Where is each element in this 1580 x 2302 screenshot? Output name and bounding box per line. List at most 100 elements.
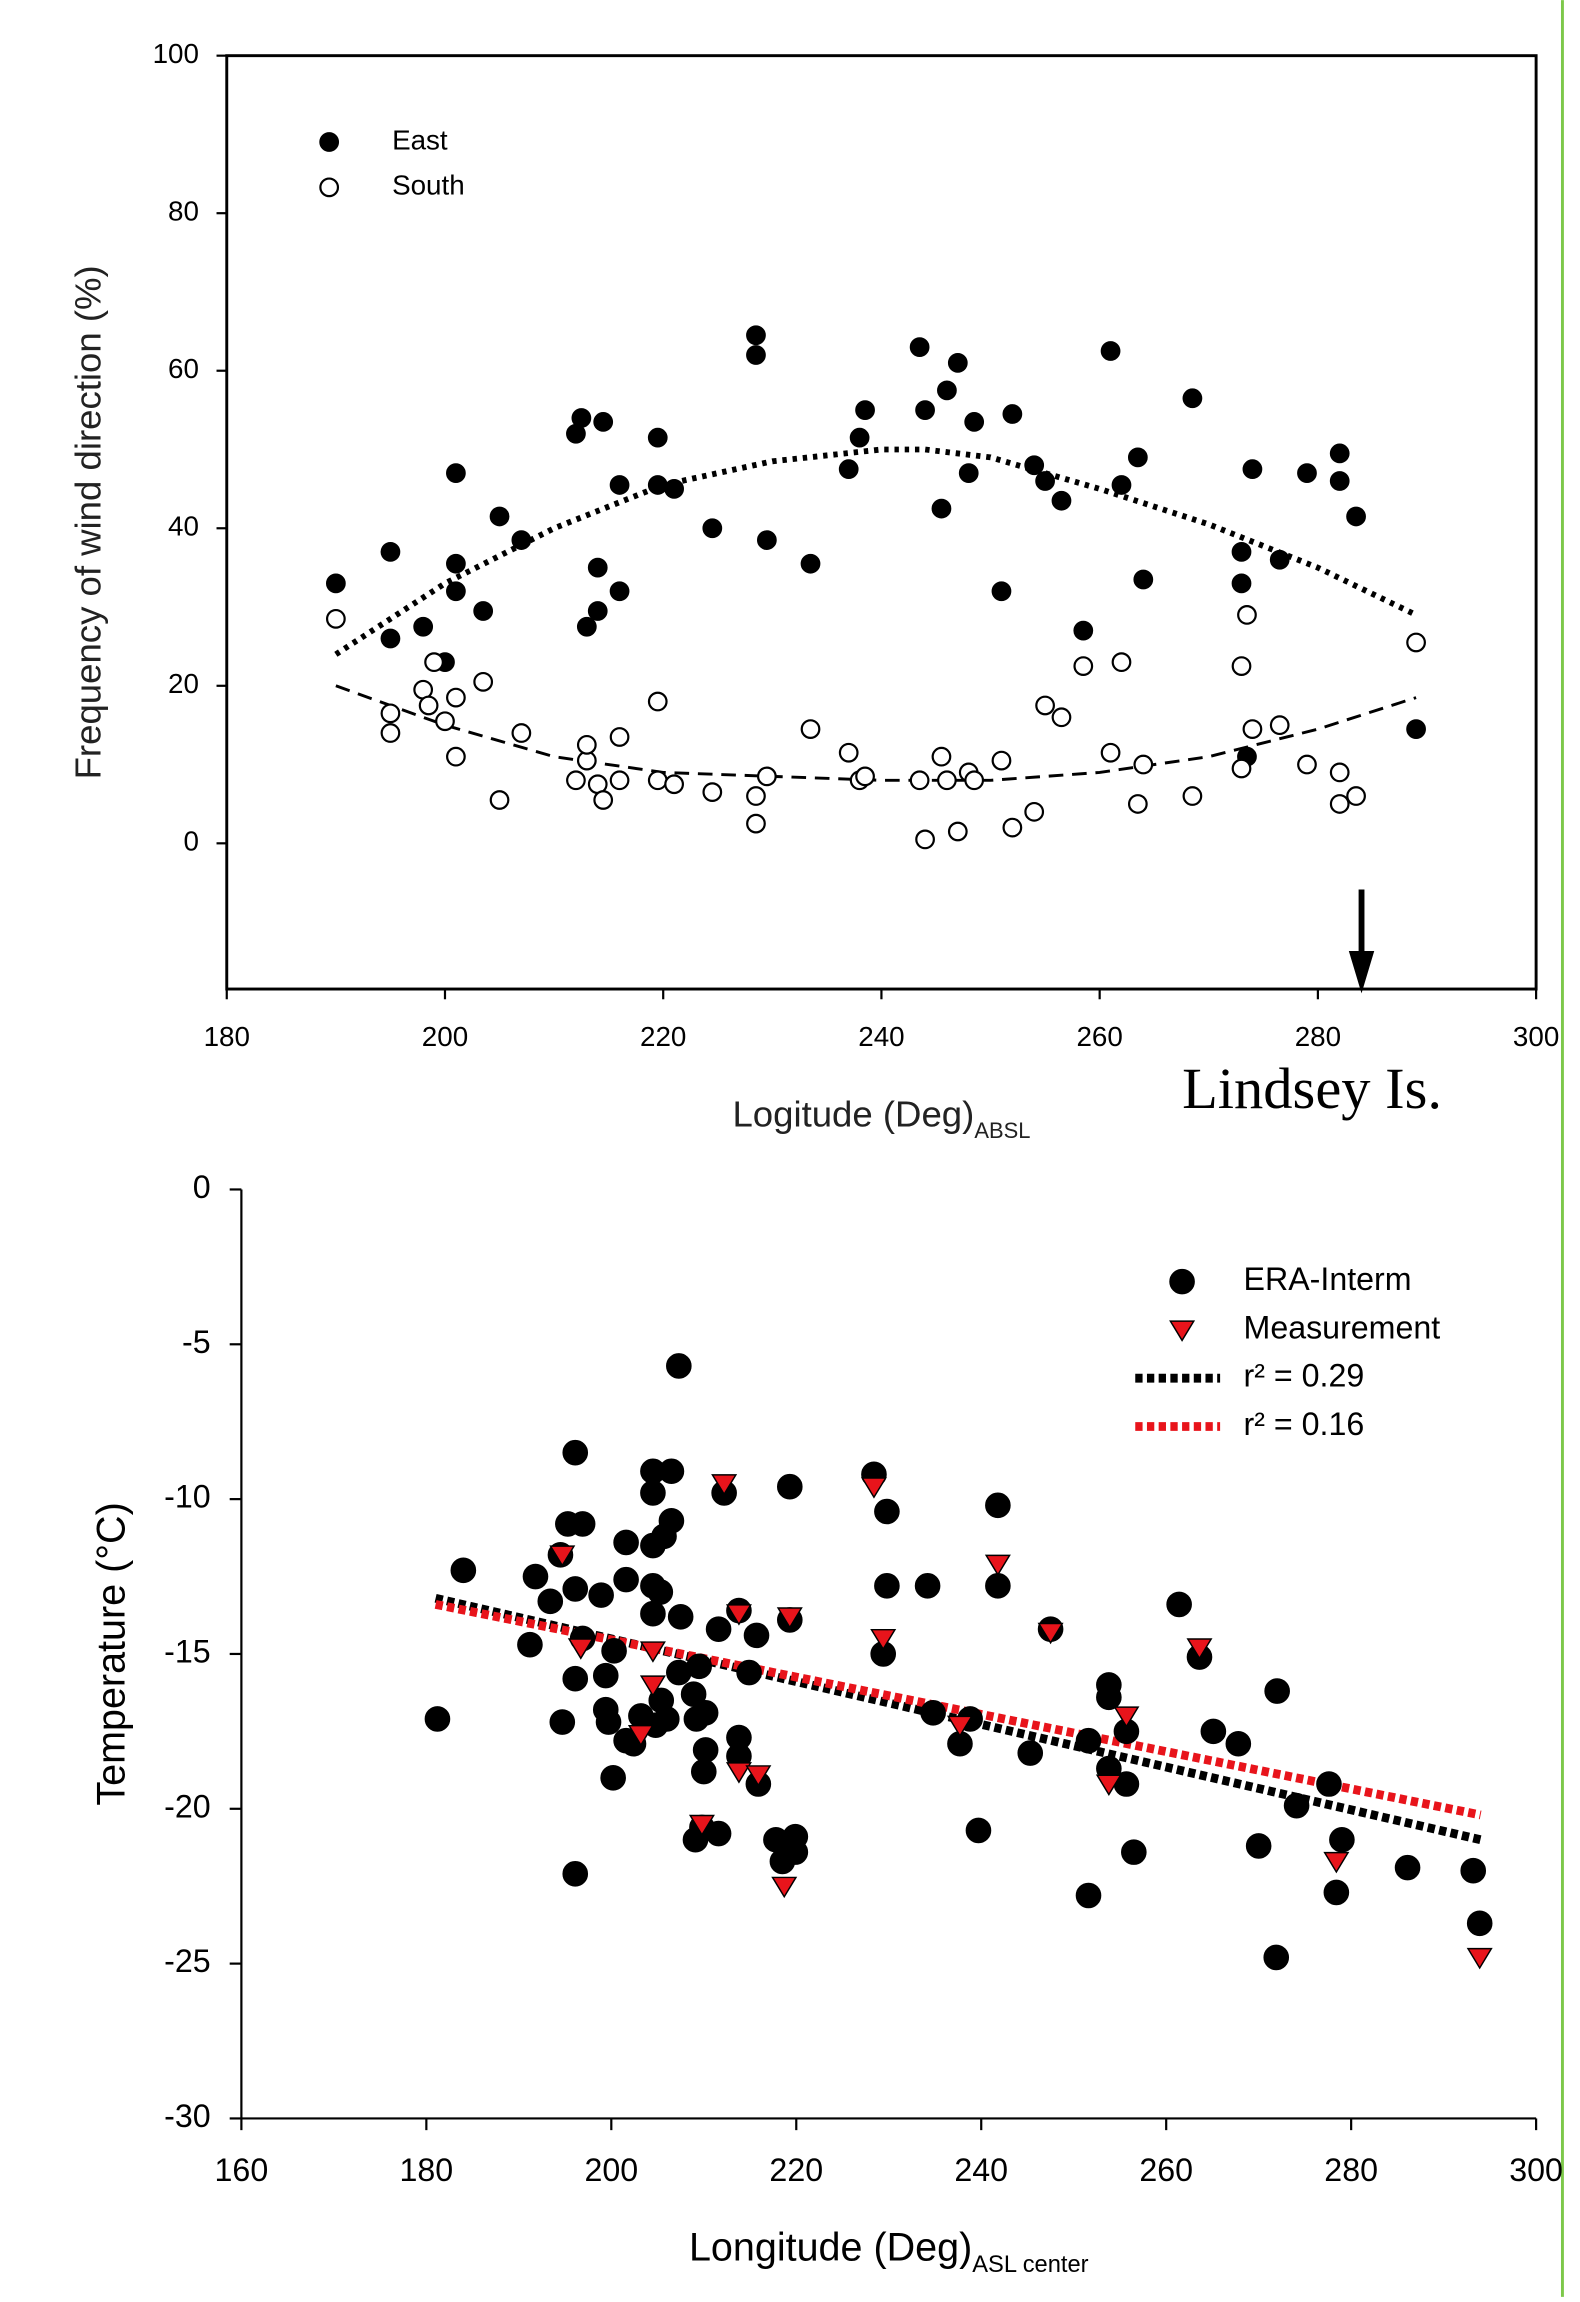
marker-circle (1024, 801, 1045, 822)
marker-circle (658, 1507, 685, 1534)
marker-circle (566, 770, 586, 791)
marker-triangle (567, 1638, 594, 1660)
marker-circle (380, 628, 401, 649)
y-tick-label: 20 (168, 668, 199, 699)
marker-circle (601, 1638, 627, 1664)
marker-circle (595, 1709, 622, 1735)
marker-circle (985, 1492, 1011, 1519)
y-axis-label: Temperature (°C) (90, 1502, 134, 1805)
legend-marker (1169, 1320, 1196, 1342)
x-axis-label-sub: ABSL (974, 1118, 1030, 1143)
marker-circle (587, 557, 608, 578)
marker-circle (743, 1622, 770, 1649)
marker-circle (1127, 794, 1148, 814)
marker-circle (562, 1576, 589, 1602)
marker-circle (613, 1566, 639, 1593)
x-tick-label: 200 (422, 1021, 468, 1052)
trend-line (334, 446, 1418, 657)
marker-circle (647, 427, 668, 448)
marker-circle (1406, 719, 1426, 739)
marker-circle (489, 790, 510, 810)
marker-circle (1269, 549, 1290, 570)
marker-circle (855, 400, 875, 420)
marker-circle (588, 1582, 614, 1608)
marker-triangle (639, 1641, 666, 1663)
marker-triangle (639, 1675, 666, 1697)
marker-circle (1111, 475, 1132, 495)
marker-circle (1111, 652, 1132, 673)
marker-circle (511, 530, 532, 550)
marker-circle (776, 1473, 803, 1500)
marker-circle (562, 1861, 589, 1887)
marker-circle (1200, 1718, 1227, 1745)
marker-circle (686, 1653, 712, 1680)
marker-circle (667, 1603, 694, 1630)
marker-circle (569, 1511, 596, 1537)
marker-circle (640, 1480, 666, 1506)
y-tick-label: 0 (193, 1169, 211, 1205)
marker-circle (1133, 569, 1154, 590)
marker-circle (702, 518, 723, 539)
x-tick-label: 180 (204, 1021, 250, 1052)
marker-circle (705, 1820, 732, 1847)
marker-circle (702, 782, 723, 802)
marker-triangle (745, 1765, 772, 1787)
marker-circle (746, 813, 766, 834)
marker-circle (849, 427, 870, 448)
marker-triangle (870, 1628, 897, 1651)
marker-triangle (627, 1724, 654, 1747)
marker-circle (1323, 1879, 1350, 1906)
y-tick-label: -30 (164, 2098, 210, 2134)
marker-circle (325, 608, 346, 629)
marker-circle (964, 770, 985, 791)
marker-circle (446, 581, 466, 602)
marker-triangle (711, 1474, 738, 1496)
marker-circle (947, 821, 968, 842)
marker-circle (1073, 656, 1094, 676)
marker-circle (562, 1665, 589, 1692)
marker-circle (1002, 817, 1023, 838)
marker-circle (664, 479, 684, 499)
y-tick-label: 40 (168, 511, 199, 542)
marker-circle (1035, 471, 1055, 491)
chart: -30 -25 -20 -15 -10 -5 0 160 180 200 220 240 260 280 3… (90, 1169, 1563, 2278)
marker-circle (517, 1631, 543, 1658)
marker-circle (1231, 656, 1252, 676)
x-tick-label: 300 (1509, 2152, 1563, 2188)
marker-circle (1121, 1839, 1147, 1865)
marker-circle (964, 412, 985, 432)
marker-circle (746, 345, 766, 365)
marker-circle (562, 1439, 589, 1466)
marker-circle (571, 408, 592, 428)
marker-circle (592, 1662, 619, 1689)
legend-label: r² = 0.16 (1244, 1406, 1365, 1442)
marker-circle (1127, 447, 1148, 468)
marker-circle (609, 581, 630, 602)
x-tick-label: 260 (1139, 2152, 1193, 2188)
marker-triangle (946, 1715, 973, 1738)
marker-circle (380, 723, 401, 743)
marker-circle (1394, 1854, 1421, 1881)
marker-circle (413, 616, 434, 637)
marker-circle (511, 723, 532, 743)
marker-circle (1346, 786, 1366, 806)
marker-circle (1329, 471, 1350, 491)
marker-circle (549, 1709, 576, 1735)
marker-circle (1051, 490, 1072, 511)
marker-circle (690, 1758, 717, 1785)
marker-circle (692, 1737, 719, 1763)
marker-circle (380, 542, 401, 562)
arrow (1348, 889, 1375, 994)
x-tick-label: 280 (1324, 2152, 1378, 2188)
marker-circle (1231, 758, 1252, 779)
marker-circle (1329, 794, 1350, 814)
x-tick-label: 160 (215, 2152, 269, 2188)
marker-circle (1466, 1910, 1493, 1937)
marker-circle (838, 459, 859, 480)
marker-circle (838, 742, 859, 763)
marker-circle (937, 380, 957, 401)
marker-circle (1263, 1944, 1290, 1971)
chart: 0 20 40 60 80 100 180 200 220 240 260 280 300 Frequen… (67, 38, 1559, 1143)
marker-circle (1073, 620, 1094, 641)
